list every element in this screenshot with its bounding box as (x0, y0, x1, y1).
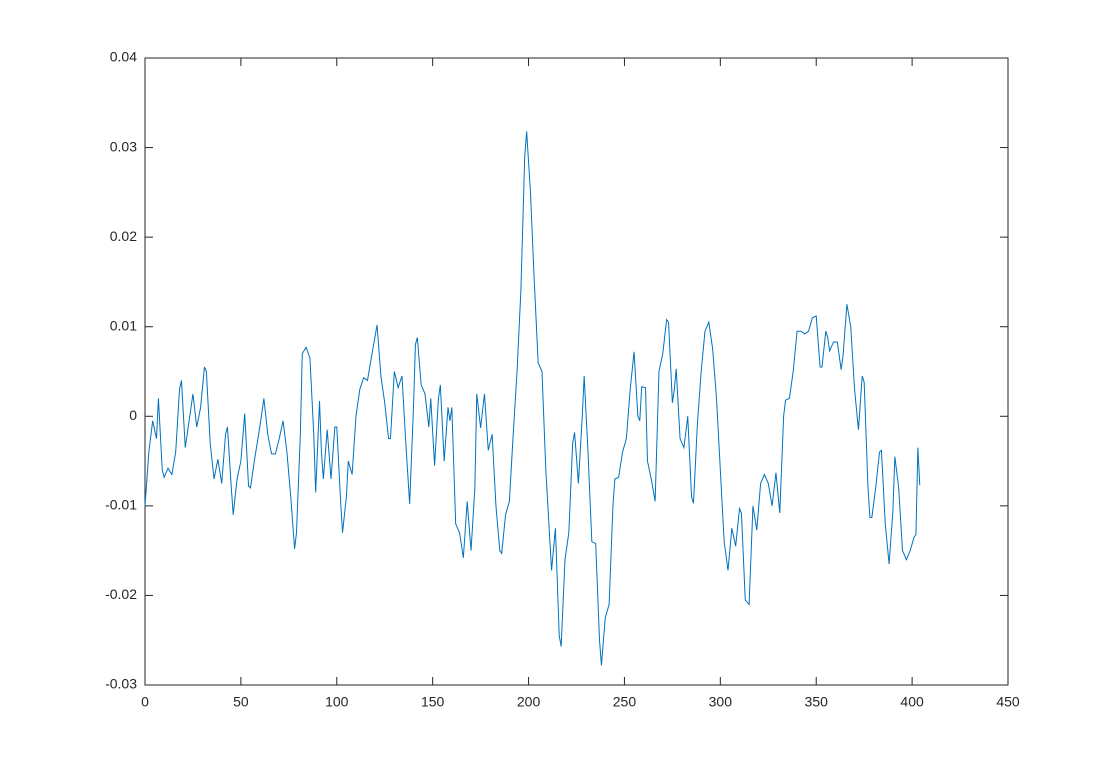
y-tick-label: 0.02 (110, 228, 137, 244)
x-tick-label: 150 (421, 694, 445, 710)
x-tick-label: 50 (233, 694, 249, 710)
y-tick-label: 0.01 (110, 317, 137, 333)
line-series (144, 131, 921, 666)
y-tick-label: 0.04 (110, 49, 137, 65)
x-tick-label: 250 (613, 694, 637, 710)
x-tick-label: 100 (325, 694, 349, 710)
y-tick-label: -0.01 (105, 497, 137, 513)
x-tick-label: 0 (141, 694, 149, 710)
y-tick-label: -0.03 (105, 676, 137, 692)
y-tick-label: -0.02 (105, 586, 137, 602)
plot-area (144, 57, 1009, 686)
x-tick-label: 450 (996, 694, 1020, 710)
x-tick-label: 400 (900, 694, 924, 710)
x-tick-label: 300 (709, 694, 733, 710)
y-tick-label: 0.03 (110, 138, 137, 154)
y-tick-label: 0 (129, 407, 137, 423)
x-tick-label: 350 (805, 694, 829, 710)
x-tick-label: 200 (517, 694, 541, 710)
